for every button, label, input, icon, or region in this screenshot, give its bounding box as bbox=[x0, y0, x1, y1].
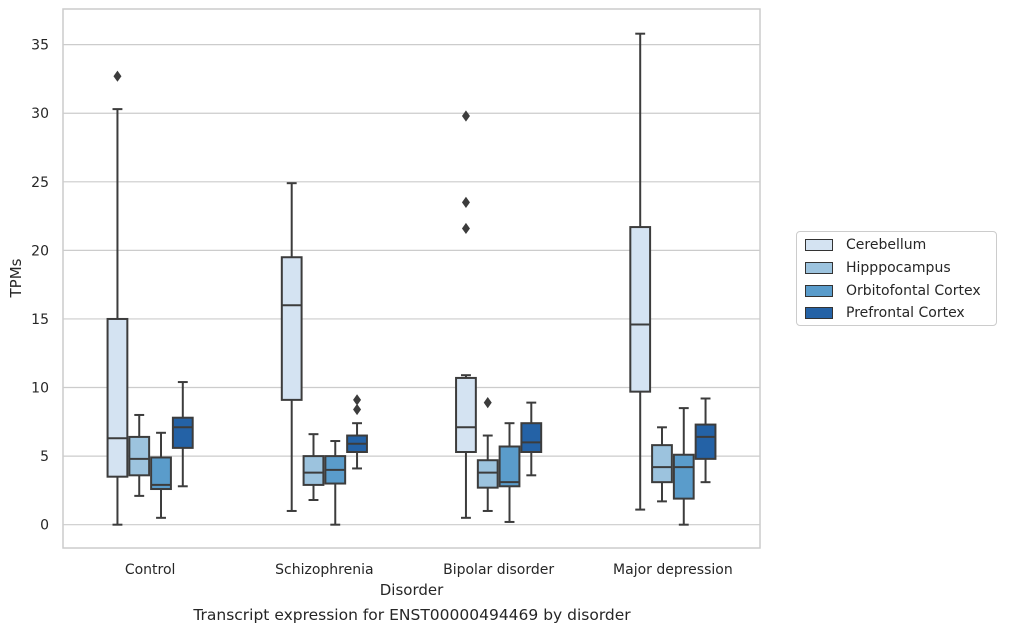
box-iqr bbox=[150, 456, 172, 491]
legend: Cerebellum Hipppocampus Orbitofontal Cor… bbox=[796, 231, 997, 326]
y-axis-label: TPMs bbox=[7, 258, 25, 298]
y-tick-label: 15 bbox=[31, 312, 49, 328]
box-iqr bbox=[629, 226, 652, 393]
grid-lines bbox=[63, 44, 760, 526]
box-prefrontal-cortex-major-depression bbox=[694, 397, 717, 484]
box-cerebellum-bipolar-disorder bbox=[455, 110, 477, 519]
box-iqr bbox=[106, 317, 129, 478]
y-tick-label: 35 bbox=[31, 38, 49, 54]
box-iqr bbox=[520, 422, 543, 453]
box-orbitofontal-cortex-schizophrenia bbox=[324, 440, 347, 526]
box-iqr bbox=[171, 416, 194, 449]
box-hipppocampus-major-depression bbox=[651, 426, 673, 503]
outlier-point bbox=[113, 70, 122, 82]
y-tick-label: 25 bbox=[31, 175, 49, 191]
outlier-point bbox=[461, 110, 470, 122]
box-iqr bbox=[498, 445, 521, 488]
box-hipppocampus-schizophrenia bbox=[302, 433, 325, 501]
box-prefrontal-cortex-control bbox=[171, 381, 194, 488]
box-iqr bbox=[280, 256, 303, 401]
legend-item-cerebellum: Cerebellum bbox=[805, 235, 926, 255]
box-hipppocampus-bipolar-disorder bbox=[476, 397, 499, 512]
axis-ticks: 0 5 10 15 20 25 30 35 Control Schizophrenia Bipola… bbox=[31, 38, 733, 578]
box-iqr bbox=[672, 453, 695, 500]
box-cerebellum-schizophrenia bbox=[280, 182, 303, 512]
y-tick-label: 10 bbox=[31, 381, 49, 397]
box-iqr bbox=[651, 444, 673, 484]
outlier-point bbox=[483, 397, 492, 409]
box-cerebellum-control bbox=[106, 70, 129, 526]
box-iqr bbox=[128, 435, 151, 477]
box-orbitofontal-cortex-control bbox=[150, 431, 172, 519]
box-cerebellum-major-depression bbox=[629, 32, 652, 511]
box-prefrontal-cortex-bipolar-disorder bbox=[520, 401, 543, 477]
outlier-point bbox=[353, 403, 362, 416]
legend-label-prefrontal-cortex: Prefrontal Cortex bbox=[846, 305, 965, 321]
x-tick-label-bipolar-disorder: Bipolar disorder bbox=[443, 562, 554, 578]
box-iqr bbox=[694, 423, 717, 460]
legend-swatch-hippocampus bbox=[805, 262, 833, 274]
legend-label-orbitofrontal-cortex: Orbitofontal Cortex bbox=[846, 283, 981, 299]
outlier-point bbox=[353, 394, 362, 406]
box-iqr bbox=[455, 376, 477, 453]
box-plots bbox=[106, 32, 717, 526]
x-axis-label: Disorder bbox=[380, 581, 444, 599]
legend-swatch-orbitofrontal-cortex bbox=[805, 285, 833, 297]
outlier-point bbox=[461, 222, 470, 235]
legend-item-prefrontal-cortex: Prefrontal Cortex bbox=[805, 303, 965, 323]
box-iqr bbox=[476, 459, 499, 489]
legend-swatch-cerebellum bbox=[805, 239, 833, 251]
box-hipppocampus-control bbox=[128, 413, 151, 497]
y-tick-label: 5 bbox=[40, 449, 49, 465]
box-iqr bbox=[302, 455, 325, 486]
y-tick-label: 20 bbox=[31, 243, 49, 259]
outlier-point bbox=[461, 196, 470, 208]
legend-swatch-prefrontal-cortex bbox=[805, 307, 833, 319]
figure-caption: Transcript expression for ENST0000049446… bbox=[193, 606, 631, 624]
legend-label-cerebellum: Cerebellum bbox=[846, 237, 927, 253]
y-tick-label: 0 bbox=[40, 518, 49, 534]
x-tick-label-major-depression: Major depression bbox=[613, 562, 733, 578]
box-prefrontal-cortex-schizophrenia bbox=[346, 394, 368, 470]
x-tick-label-schizophrenia: Schizophrenia bbox=[275, 562, 373, 578]
legend-label-hippocampus: Hipppocampus bbox=[846, 260, 951, 276]
box-orbitofontal-cortex-bipolar-disorder bbox=[498, 422, 521, 523]
legend-item-hippocampus: Hipppocampus bbox=[805, 258, 951, 278]
y-tick-label: 30 bbox=[31, 106, 49, 122]
box-orbitofontal-cortex-major-depression bbox=[672, 407, 695, 526]
x-tick-label-control: Control bbox=[125, 562, 176, 578]
plot-area-frame bbox=[62, 8, 761, 549]
legend-item-orbitofrontal-cortex: Orbitofontal Cortex bbox=[805, 281, 981, 301]
